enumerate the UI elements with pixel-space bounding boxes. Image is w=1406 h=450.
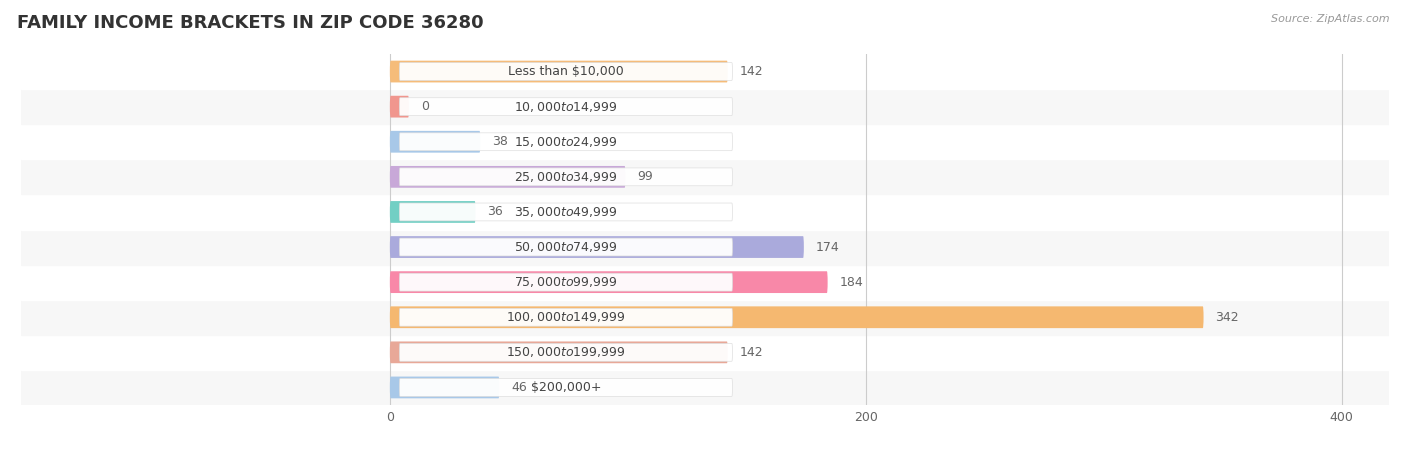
Text: 342: 342 bbox=[1215, 311, 1239, 324]
FancyBboxPatch shape bbox=[399, 98, 733, 116]
Text: $15,000 to $24,999: $15,000 to $24,999 bbox=[515, 135, 617, 149]
Bar bbox=[21, 194, 1389, 230]
FancyBboxPatch shape bbox=[399, 238, 733, 256]
Bar bbox=[21, 124, 1389, 159]
Bar bbox=[21, 265, 1389, 300]
FancyBboxPatch shape bbox=[399, 378, 733, 396]
Text: 36: 36 bbox=[488, 206, 503, 218]
FancyBboxPatch shape bbox=[389, 166, 626, 188]
Text: Less than $10,000: Less than $10,000 bbox=[508, 65, 624, 78]
Text: 46: 46 bbox=[512, 381, 527, 394]
FancyBboxPatch shape bbox=[389, 96, 409, 117]
Bar bbox=[21, 54, 1389, 89]
Text: $10,000 to $14,999: $10,000 to $14,999 bbox=[515, 99, 617, 114]
Text: $35,000 to $49,999: $35,000 to $49,999 bbox=[515, 205, 617, 219]
FancyBboxPatch shape bbox=[399, 168, 733, 186]
FancyBboxPatch shape bbox=[399, 343, 733, 361]
Bar bbox=[21, 370, 1389, 405]
Bar bbox=[21, 89, 1389, 124]
FancyBboxPatch shape bbox=[399, 273, 733, 291]
Text: $200,000+: $200,000+ bbox=[530, 381, 602, 394]
FancyBboxPatch shape bbox=[389, 271, 828, 293]
Text: $150,000 to $199,999: $150,000 to $199,999 bbox=[506, 345, 626, 360]
FancyBboxPatch shape bbox=[399, 308, 733, 326]
Text: 99: 99 bbox=[637, 171, 652, 183]
Text: 184: 184 bbox=[839, 276, 863, 288]
Text: $25,000 to $34,999: $25,000 to $34,999 bbox=[515, 170, 617, 184]
FancyBboxPatch shape bbox=[389, 236, 804, 258]
Text: 142: 142 bbox=[740, 65, 763, 78]
FancyBboxPatch shape bbox=[389, 377, 499, 398]
Text: 38: 38 bbox=[492, 135, 508, 148]
Bar bbox=[21, 335, 1389, 370]
Bar bbox=[21, 159, 1389, 194]
Text: $100,000 to $149,999: $100,000 to $149,999 bbox=[506, 310, 626, 324]
Text: FAMILY INCOME BRACKETS IN ZIP CODE 36280: FAMILY INCOME BRACKETS IN ZIP CODE 36280 bbox=[17, 14, 484, 32]
Text: 174: 174 bbox=[815, 241, 839, 253]
FancyBboxPatch shape bbox=[399, 63, 733, 81]
Text: $50,000 to $74,999: $50,000 to $74,999 bbox=[515, 240, 617, 254]
Text: $75,000 to $99,999: $75,000 to $99,999 bbox=[515, 275, 617, 289]
Bar bbox=[21, 300, 1389, 335]
Bar bbox=[21, 230, 1389, 265]
FancyBboxPatch shape bbox=[389, 306, 1204, 328]
Text: 0: 0 bbox=[420, 100, 429, 113]
FancyBboxPatch shape bbox=[389, 201, 475, 223]
FancyBboxPatch shape bbox=[389, 342, 728, 363]
Text: 142: 142 bbox=[740, 346, 763, 359]
FancyBboxPatch shape bbox=[389, 131, 481, 153]
FancyBboxPatch shape bbox=[399, 203, 733, 221]
FancyBboxPatch shape bbox=[389, 61, 728, 82]
FancyBboxPatch shape bbox=[399, 133, 733, 151]
Text: Source: ZipAtlas.com: Source: ZipAtlas.com bbox=[1271, 14, 1389, 23]
